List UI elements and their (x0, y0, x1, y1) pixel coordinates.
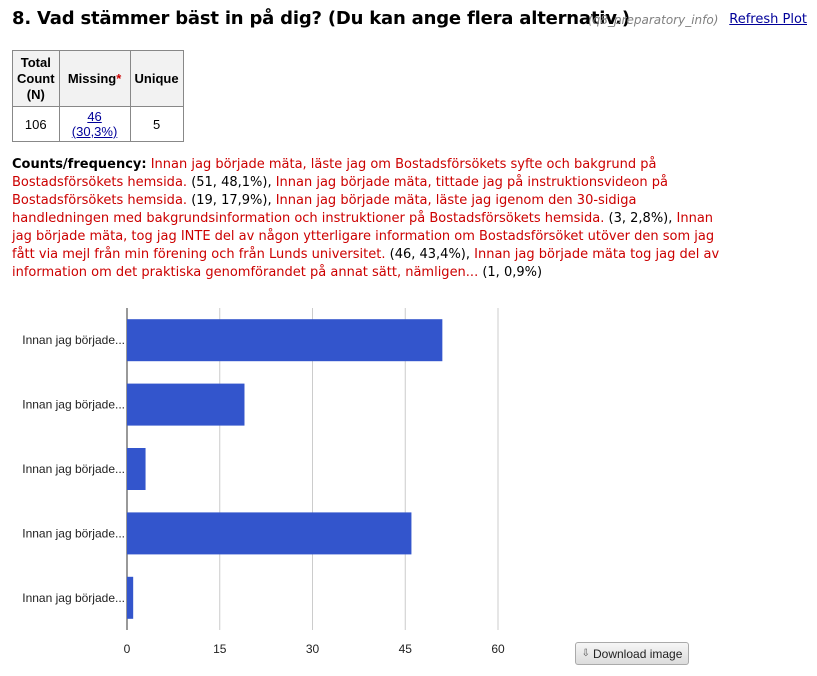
option-text: Innan jag började mäta, tittade jag på i… (12, 175, 668, 208)
bar[interactable] (127, 383, 245, 426)
missing-value[interactable]: 46 (30,3%) (58, 106, 131, 142)
option-frequency: (19, 17,9%) (191, 193, 268, 208)
x-tick-label: 45 (399, 642, 413, 656)
option-frequency: (1, 0,9%) (482, 265, 543, 280)
missing-header-label: Missing (67, 71, 117, 86)
bar[interactable] (127, 448, 146, 490)
download-arrow-icon: ⇩ (581, 648, 590, 659)
download-image-label: Download image (593, 646, 683, 661)
bar[interactable] (127, 512, 412, 555)
total-count-value: 106 (12, 106, 60, 142)
missing-asterisk: * (116, 71, 122, 86)
x-tick-label: 60 (491, 642, 505, 656)
unique-header-label: Unique (134, 71, 179, 86)
option-frequency: (51, 48,1%) (191, 175, 268, 190)
x-tick-label: 30 (306, 642, 320, 656)
option-text: Innan jag började mäta, läste jag om Bos… (12, 157, 657, 190)
total-count-header-label: Total Count (N) (17, 54, 55, 102)
option-text: Innan jag började mäta tog jag del av in… (12, 247, 720, 280)
refresh-plot-link[interactable]: Refresh Plot (729, 12, 807, 27)
x-tick-label: 15 (213, 642, 227, 656)
variable-name: (q8_preparatory_info) (588, 13, 719, 27)
x-tick-label: 0 (124, 642, 131, 656)
question-title: 8. Vad stämmer bäst in på dig? (Du kan a… (12, 8, 630, 29)
download-image-button[interactable]: ⇩ Download image (575, 642, 689, 665)
bar-chart: 0 15 30 45 60 Innan jag började... Innan jag b… (22, 308, 505, 656)
y-category-label: Innan jag började... (22, 591, 125, 605)
option-text: Innan jag började mäta, tog jag INTE del… (12, 211, 715, 262)
total-count-header: Total Count (N) (12, 50, 60, 107)
stats-table: Total Count (N) Missing* Unique 106 46 (… (12, 50, 184, 142)
y-category-label: Innan jag började... (22, 526, 125, 540)
y-category-label: Innan jag började... (22, 462, 125, 476)
missing-header: Missing* (58, 50, 131, 107)
question-header: 8. Vad stämmer bäst in på dig? (Du kan a… (12, 8, 807, 34)
y-category-label: Innan jag började... (22, 398, 125, 412)
bar[interactable] (127, 319, 443, 362)
counts-label: Counts/frequency: (12, 157, 147, 172)
unique-header: Unique (129, 50, 184, 107)
option-frequency: (46, 43,4%) (389, 247, 466, 262)
option-frequency: (3, 2,8%) (608, 211, 669, 226)
bar[interactable] (127, 576, 134, 619)
y-category-label: Innan jag började... (22, 333, 125, 347)
option-text: Innan jag började mäta, läste jag igenom… (12, 193, 637, 226)
missing-value-link[interactable]: 46 (30,3%) (71, 109, 118, 139)
counts-frequency: Counts/frequency: Innan jag började mäta… (12, 157, 720, 280)
unique-value: 5 (129, 106, 184, 142)
